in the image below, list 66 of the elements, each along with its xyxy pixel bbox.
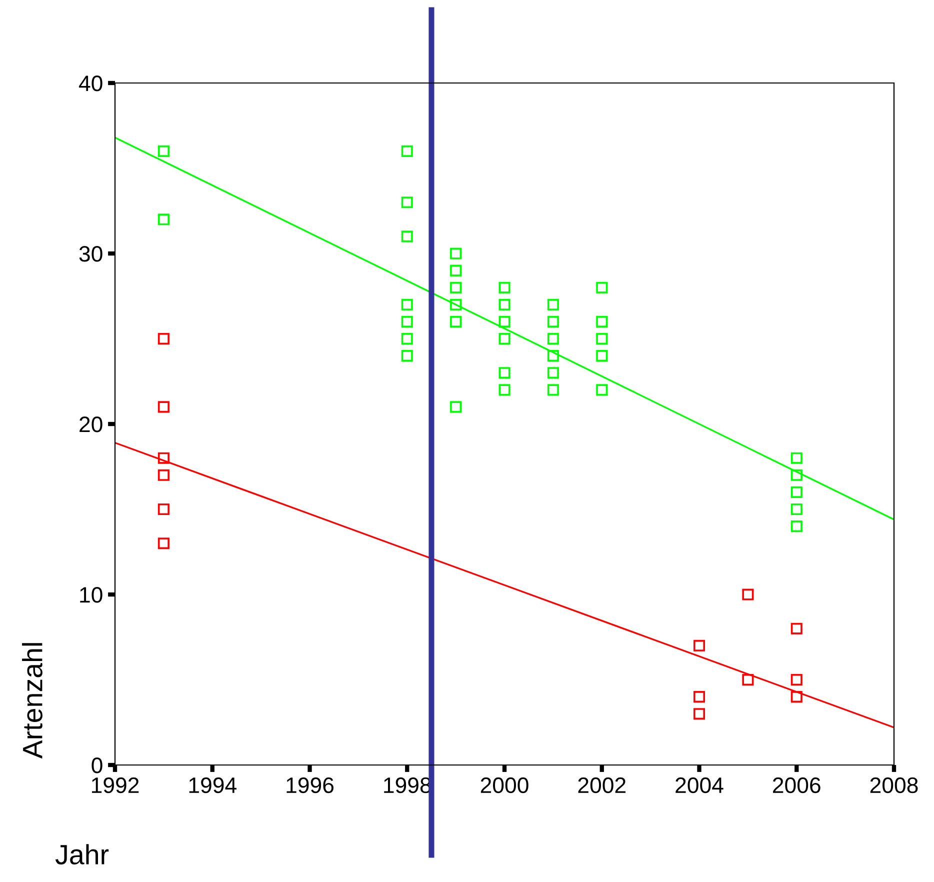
point bbox=[450, 264, 462, 276]
y-tick-label: 40 bbox=[78, 76, 102, 92]
point bbox=[401, 350, 413, 362]
point bbox=[596, 384, 608, 396]
point bbox=[547, 384, 559, 396]
point bbox=[158, 503, 170, 516]
point bbox=[790, 452, 802, 464]
point bbox=[498, 367, 510, 379]
point bbox=[450, 316, 462, 328]
point bbox=[401, 145, 413, 157]
point bbox=[450, 282, 462, 294]
point bbox=[790, 469, 802, 481]
point bbox=[547, 316, 559, 328]
point bbox=[742, 588, 754, 600]
point bbox=[498, 384, 510, 396]
point bbox=[596, 350, 608, 362]
point bbox=[547, 332, 559, 345]
point bbox=[158, 214, 170, 226]
y-tick-label: 10 bbox=[80, 587, 102, 603]
point bbox=[401, 332, 413, 345]
point bbox=[596, 332, 608, 345]
y-tick-label: 20 bbox=[80, 416, 102, 432]
point bbox=[547, 350, 559, 362]
point bbox=[158, 452, 170, 464]
point bbox=[596, 316, 608, 328]
point bbox=[790, 520, 802, 532]
point bbox=[158, 401, 170, 413]
point bbox=[450, 401, 462, 413]
x-tick-label: 1996 bbox=[286, 777, 334, 794]
x-tick-label: 2004 bbox=[676, 777, 724, 794]
point bbox=[401, 298, 413, 310]
point bbox=[401, 316, 413, 328]
x-tick-label: 2006 bbox=[773, 777, 820, 794]
point bbox=[790, 622, 802, 634]
point bbox=[158, 145, 170, 157]
point bbox=[790, 503, 802, 516]
y-axis-title: Artenzahl bbox=[22, 643, 42, 759]
point bbox=[693, 708, 706, 720]
point bbox=[158, 538, 170, 550]
point bbox=[742, 674, 754, 686]
point bbox=[790, 691, 802, 703]
point bbox=[450, 298, 462, 310]
point bbox=[547, 298, 559, 310]
point bbox=[790, 486, 802, 498]
point bbox=[790, 674, 802, 686]
point bbox=[596, 282, 608, 294]
point bbox=[498, 298, 510, 310]
x-axis-title: Jahr bbox=[55, 844, 109, 865]
point bbox=[693, 691, 706, 703]
point bbox=[498, 332, 510, 345]
point bbox=[498, 282, 510, 294]
point bbox=[158, 332, 170, 345]
point bbox=[547, 367, 559, 379]
x-tick-label: 1992 bbox=[92, 777, 139, 794]
x-tick-label: 1994 bbox=[189, 777, 236, 794]
x-tick-label: 2002 bbox=[578, 777, 626, 794]
y-tick-label: 30 bbox=[79, 246, 102, 262]
x-tick-label: 2000 bbox=[480, 777, 528, 794]
y-tick-label: 0 bbox=[92, 758, 102, 774]
point bbox=[158, 469, 170, 481]
point bbox=[498, 316, 510, 328]
x-tick-label: 2008 bbox=[870, 777, 918, 794]
point bbox=[401, 196, 413, 208]
point bbox=[450, 248, 462, 260]
point bbox=[401, 230, 413, 242]
point bbox=[693, 640, 706, 652]
